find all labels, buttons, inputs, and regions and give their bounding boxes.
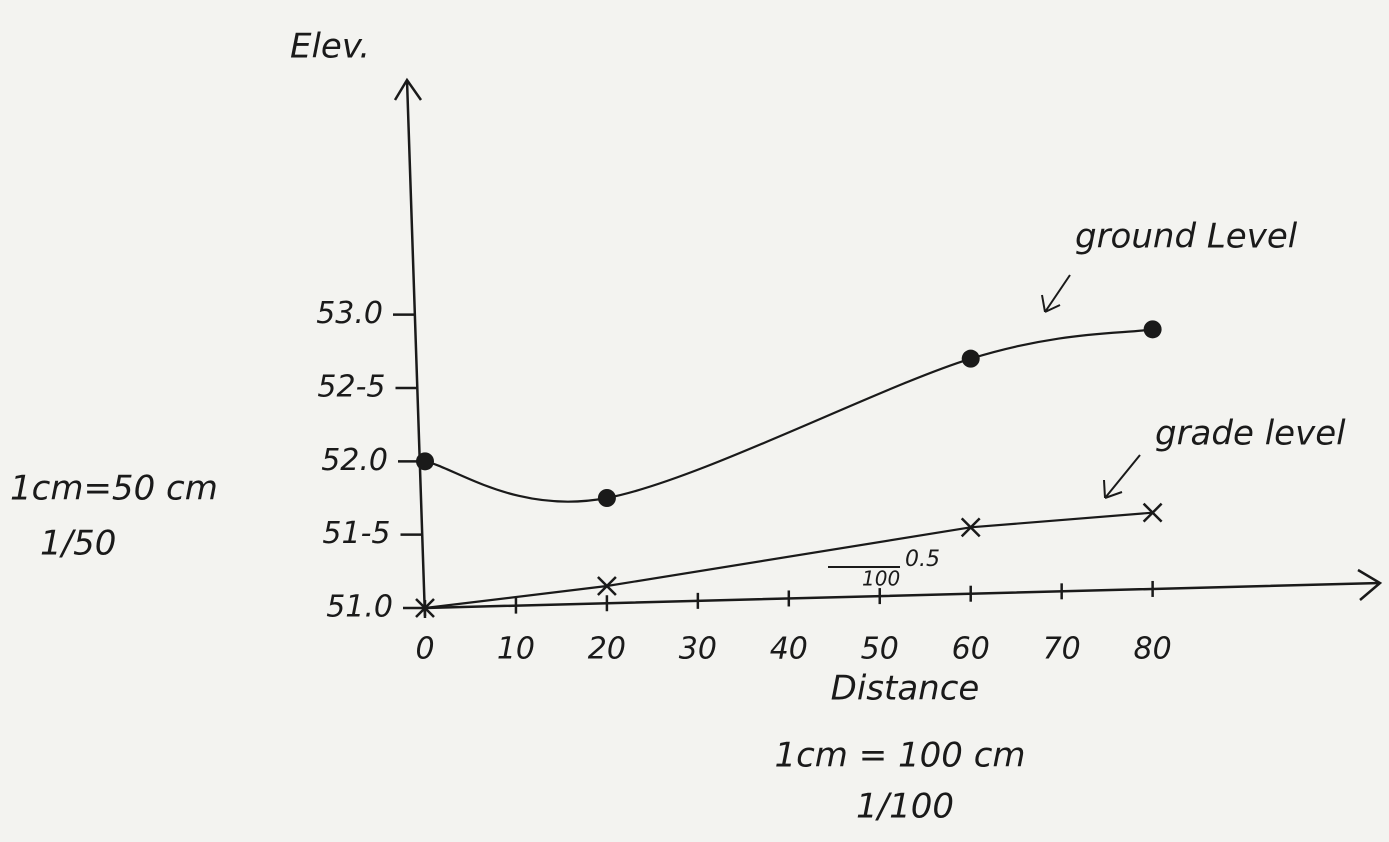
x-tick-label: 80	[1134, 632, 1172, 667]
x-scale-ratio: 1/100	[856, 787, 954, 827]
y-axis-label: Elev.	[290, 27, 370, 67]
x-scale-note: 1cm = 100 cm	[774, 736, 1025, 776]
point	[598, 489, 616, 507]
series-line	[425, 329, 1153, 501]
x-tick-label: 70	[1043, 632, 1081, 667]
annotations: Elev. Distance 1cm = 100 cm 1/100 1cm=50…	[10, 27, 1140, 827]
x-tick-label: 50	[861, 632, 899, 667]
x-tick-label: 0	[415, 632, 434, 667]
y-axis	[395, 80, 425, 618]
legend-label: grade level	[1155, 414, 1346, 454]
ground-arrow	[1042, 275, 1070, 312]
slope-top: 0.5	[905, 547, 940, 572]
y-tick-label: 51-5	[322, 516, 390, 551]
x-tick-label: 60	[952, 632, 990, 667]
point	[416, 452, 434, 470]
slope-bottom: 100	[862, 567, 900, 591]
x-tick-label: 40	[770, 632, 808, 667]
y-scale-note: 1cm=50 cm	[10, 469, 218, 509]
chart: Elev. Distance 1cm = 100 cm 1/100 1cm=50…	[0, 0, 1389, 842]
x-tick-label: 20	[588, 632, 626, 667]
y-scale-ratio: 1/50	[40, 524, 116, 564]
y-tick-label: 51.0	[326, 590, 393, 625]
y-tick-label: 52.0	[321, 443, 388, 478]
point	[1144, 320, 1162, 338]
x-tick-label: 10	[497, 632, 535, 667]
point	[962, 350, 980, 368]
x-axis-label: Distance	[831, 669, 980, 709]
y-tick-label: 52-5	[317, 370, 385, 405]
legend-label: ground Level	[1075, 217, 1298, 257]
x-tick-label: 30	[679, 632, 717, 667]
y-tick-label: 53.0	[316, 296, 383, 331]
grade-arrow	[1104, 455, 1140, 498]
x-axis	[425, 570, 1380, 608]
